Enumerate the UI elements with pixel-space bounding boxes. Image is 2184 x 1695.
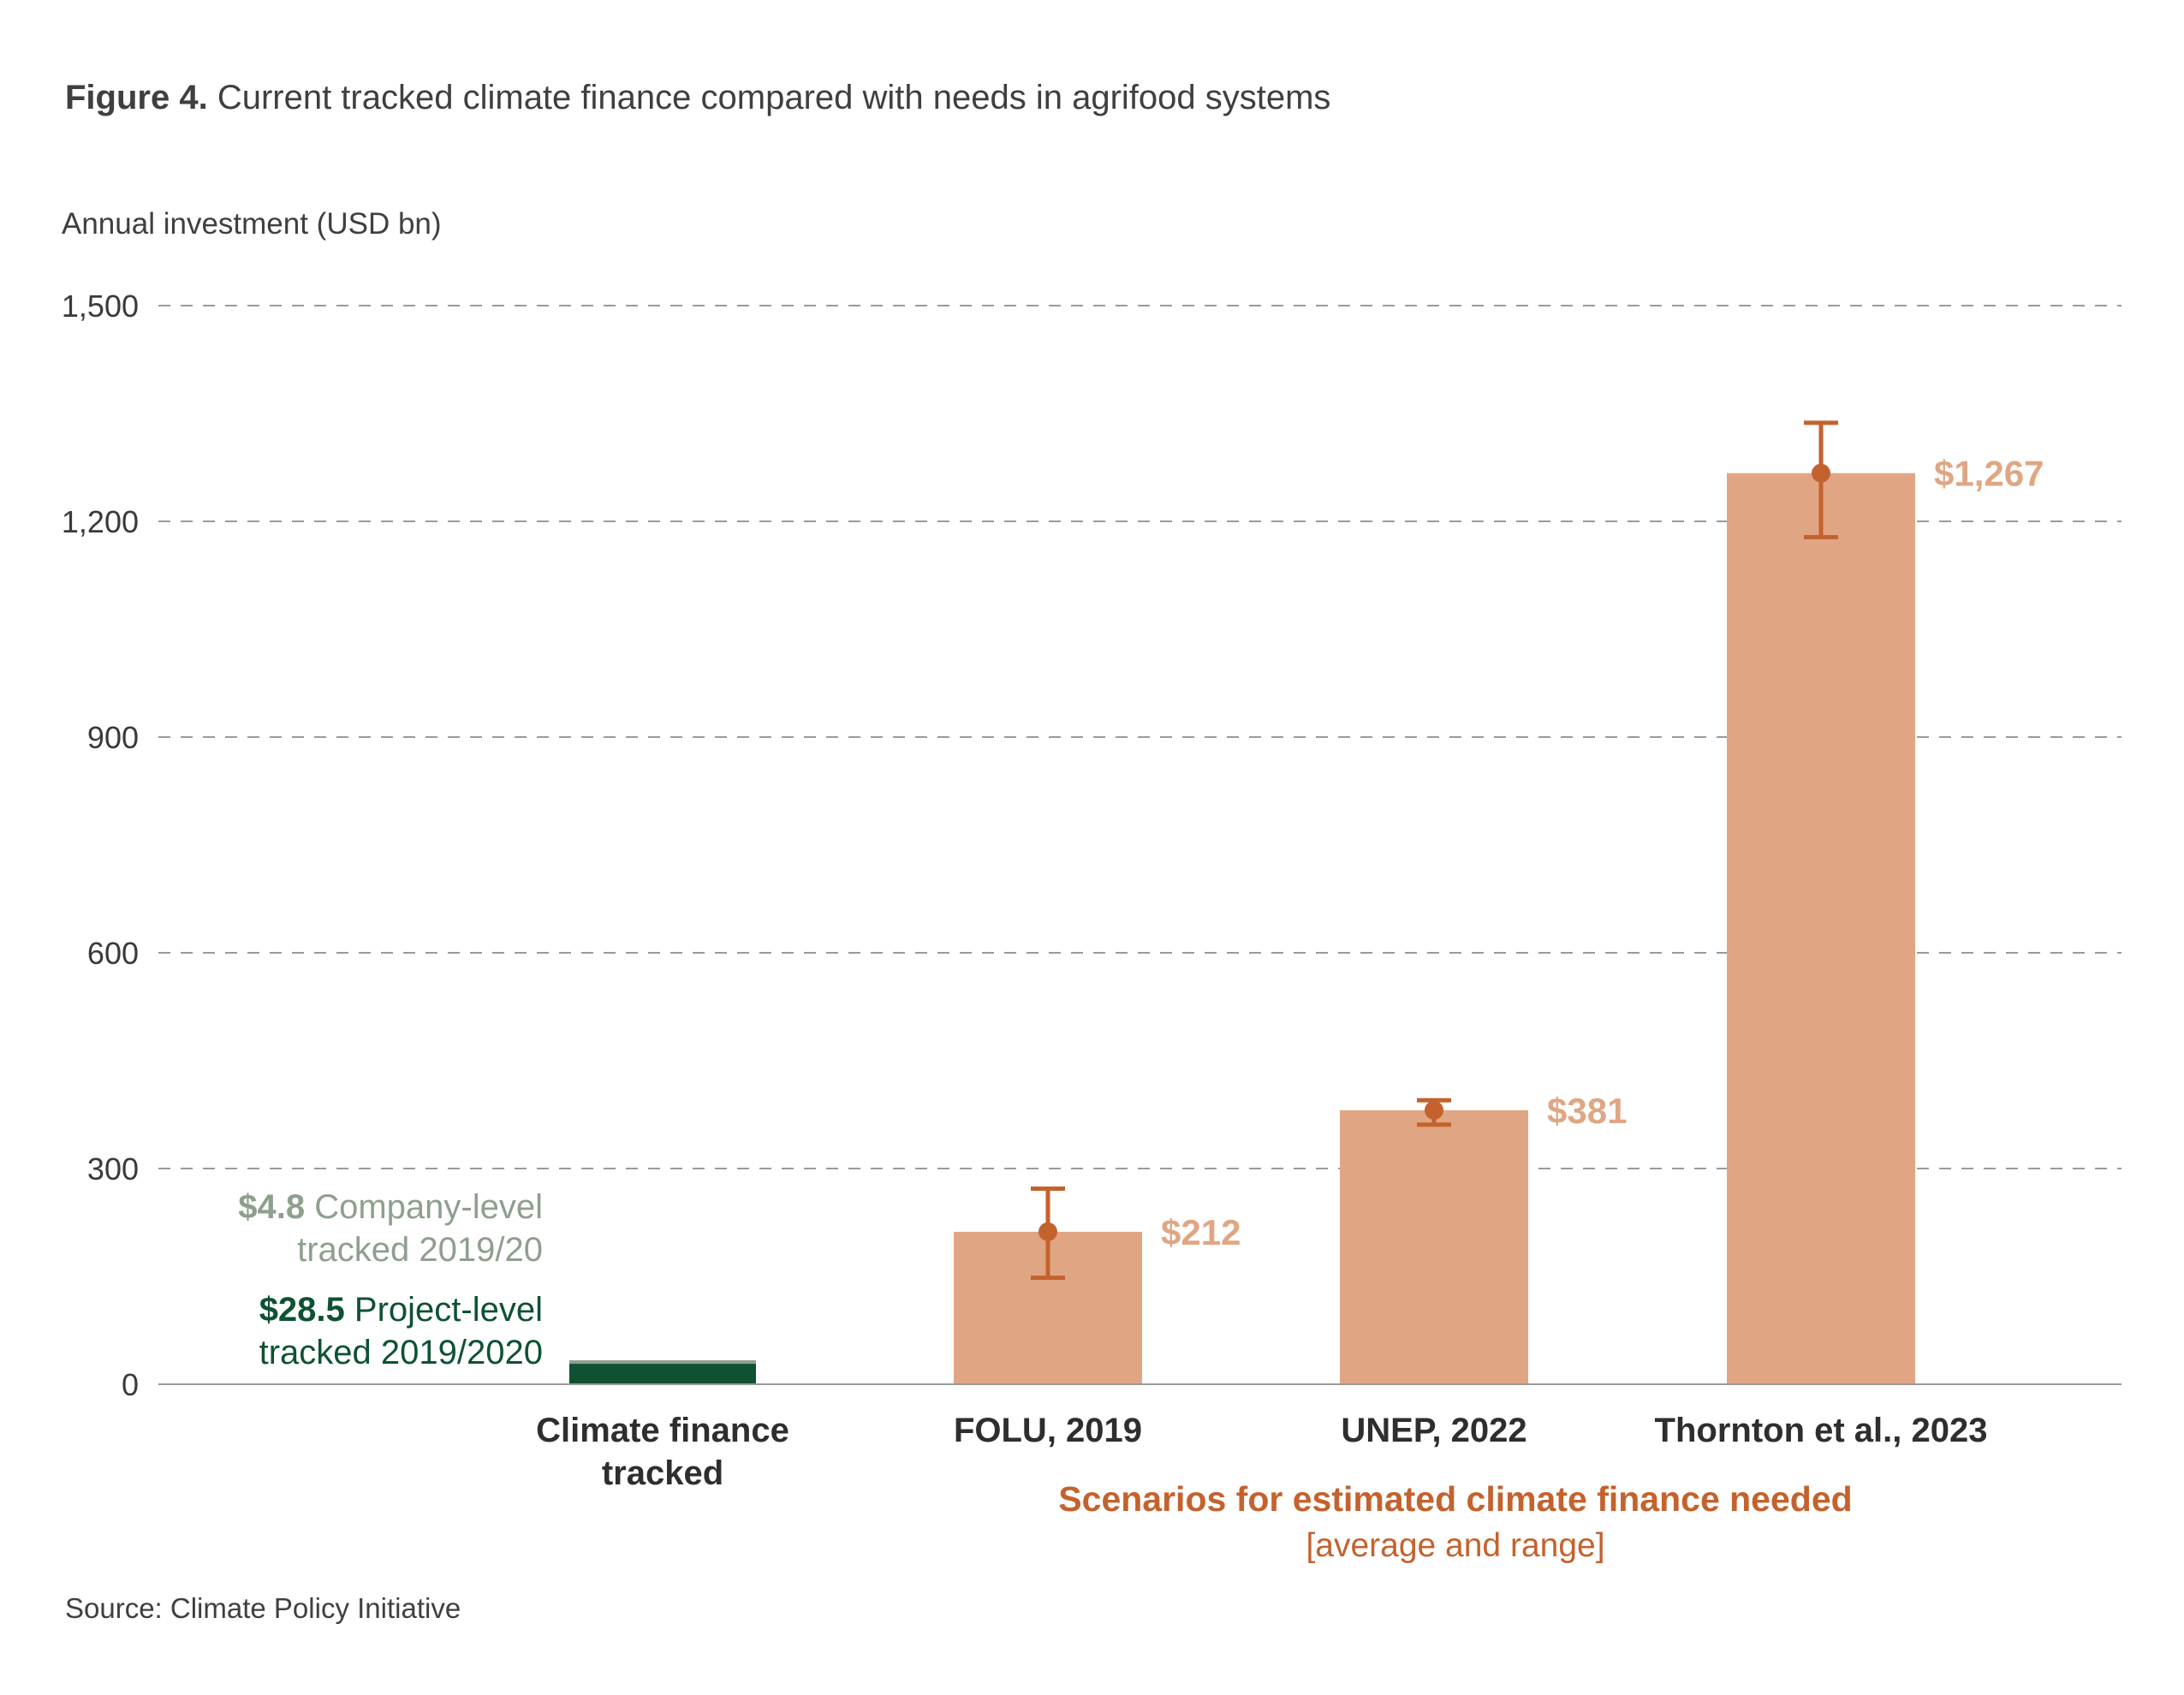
y-tick-label: 1,200 [62,504,139,539]
figure-title-text: Current tracked climate finance compared… [207,79,1331,116]
project-level-annotation: $28.5 Project-level tracked 2019/2020 [259,1288,543,1374]
scenarios-caption-title: Scenarios for estimated climate finance … [1058,1479,1853,1519]
figure-title: Figure 4. Current tracked climate financ… [65,79,1330,117]
company-annotation-line1: $4.8 Company-level [238,1186,543,1228]
project-annotation-line1: $28.5 Project-level [259,1288,543,1331]
company-annotation-line2: tracked 2019/20 [297,1231,543,1269]
y-tick-label: 600 [87,936,139,971]
needs-bar [1340,1109,1528,1384]
value-label: $381 [1547,1091,1627,1131]
y-tick-label: 0 [122,1367,139,1402]
project-annotation-line2: tracked 2019/2020 [259,1334,543,1371]
needs-bar [1727,473,1915,1384]
average-point [1038,1222,1057,1241]
average-point [1812,463,1830,483]
company-level-value: $4.8 [238,1188,306,1226]
figure-number: Figure 4. [65,79,208,116]
project-level-value: $28.5 [259,1291,345,1329]
x-category-label: FOLU, 2019 [954,1412,1142,1449]
y-axis-label: Annual investment (USD bn) [62,207,442,241]
average-point [1425,1100,1443,1120]
source-note: Source: Climate Policy Initiative [65,1592,461,1624]
x-category-label: Climate finance [536,1412,789,1449]
y-tick-label: 1,500 [62,288,139,324]
y-tick-label: 300 [87,1151,139,1186]
company-level-bar [569,1360,756,1365]
x-category-label: UNEP, 2022 [1341,1412,1526,1449]
x-category-label: tracked [602,1454,723,1492]
y-tick-label: 900 [87,720,139,755]
value-label: $212 [1161,1212,1241,1252]
x-category-label: Thornton et al., 2023 [1655,1412,1988,1449]
project-level-text: Project-level [344,1291,543,1329]
value-label: $1,267 [1934,454,2044,494]
scenarios-caption-subtitle: [average and range] [1306,1527,1605,1564]
company-level-annotation: $4.8 Company-level tracked 2019/20 [238,1186,543,1271]
project-level-bar [569,1364,756,1384]
company-level-text: Company-level [305,1188,543,1226]
